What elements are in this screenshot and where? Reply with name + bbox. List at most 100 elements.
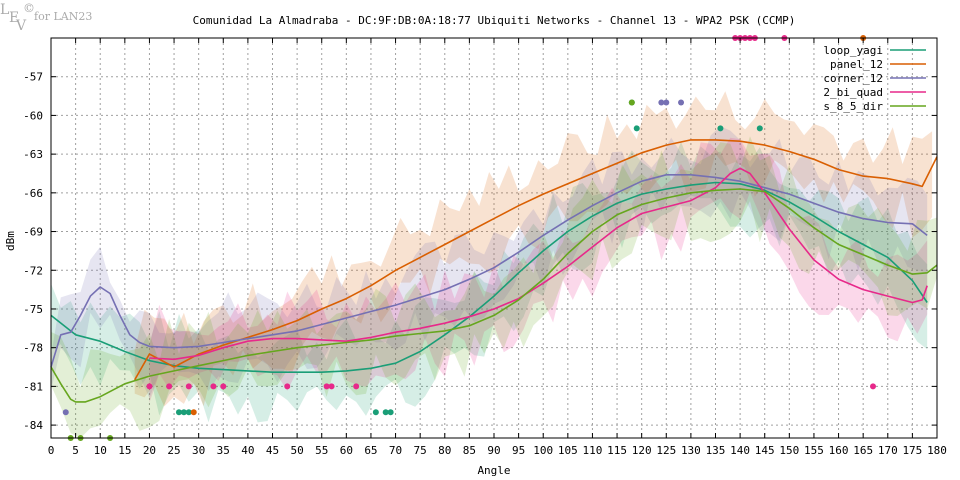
outlier-2_bi_quad (353, 383, 360, 390)
legend-label-panel_12: panel_12 (830, 58, 883, 71)
outlier-loop_yagi (382, 409, 389, 416)
y-tick-label: -69 (23, 226, 43, 239)
x-tick-label: 45 (266, 444, 279, 457)
x-tick-label: 160 (829, 444, 849, 457)
line-corner_12 (50, 174, 928, 368)
y-tick-label: -78 (23, 342, 43, 355)
grid (51, 38, 937, 438)
x-tick-label: 145 (755, 444, 775, 457)
x-tick-label: 65 (364, 444, 377, 457)
line-2_bi_quad (149, 167, 928, 361)
x-tick-label: 95 (512, 444, 525, 457)
x-tick-label: 120 (632, 444, 652, 457)
outlier-points (62, 35, 877, 441)
x-tick-label: 85 (463, 444, 476, 457)
x-tick-label: 170 (878, 444, 898, 457)
axes: 0 5 10 15 20 25 30 35 40 45 50 55 60 65 70 75 80 85 90 95 10… (23, 37, 947, 457)
y-tick-label: -57 (23, 71, 43, 84)
x-tick-label: 75 (414, 444, 427, 457)
outlier-loop_yagi (387, 409, 394, 416)
logo-text: for LAN23 (34, 10, 92, 23)
outlier-2_bi_quad (328, 383, 335, 390)
x-axis-label: Angle (477, 464, 510, 477)
x-tick-label: 30 (192, 444, 205, 457)
x-tick-label: 40 (241, 444, 254, 457)
x-tick-label: 70 (389, 444, 402, 457)
outlier-loop_yagi (372, 409, 379, 416)
x-tick-label: 80 (438, 444, 451, 457)
x-tick-label: 5 (72, 444, 79, 457)
y-axis-label: dBm (4, 231, 17, 251)
legend-label-loop_yagi: loop_yagi (823, 44, 883, 57)
x-tick-label: 175 (902, 444, 922, 457)
line-loop_yagi (50, 181, 928, 374)
logo-symbol: © (23, 1, 35, 15)
x-tick-label: 20 (143, 444, 156, 457)
outlier-loop_yagi (175, 409, 182, 416)
y-tick-label: -81 (23, 380, 43, 393)
y-tick-label: -75 (23, 303, 43, 316)
outlier-loop_yagi (633, 125, 640, 132)
logo-v: V (15, 18, 27, 34)
logo: L E V © for LAN23 (0, 1, 92, 34)
outlier-2_bi_quad (220, 383, 227, 390)
x-tick-label: 10 (94, 444, 107, 457)
y-tick-label: -72 (23, 264, 43, 277)
outlier-2_bi_quad (146, 383, 153, 390)
x-tick-label: 130 (681, 444, 701, 457)
x-tick-label: 180 (927, 444, 947, 457)
x-tick-label: 90 (487, 444, 500, 457)
x-tick-label: 25 (167, 444, 180, 457)
outlier-2_bi_quad (166, 383, 173, 390)
outlier-loop_yagi (185, 409, 192, 416)
x-tick-label: 155 (804, 444, 824, 457)
x-tick-label: 35 (217, 444, 230, 457)
x-tick-label: 165 (853, 444, 873, 457)
legend-label-s_8_5_dir: s_8_5_dir (823, 100, 883, 113)
outlier-2_bi_quad (870, 383, 877, 390)
x-tick-label: 15 (118, 444, 131, 457)
band-s_8_5_dir (51, 136, 937, 439)
outlier-2_bi_quad (284, 383, 291, 390)
series-lines (50, 139, 938, 403)
x-tick-label: 150 (779, 444, 799, 457)
y-tick-label: -63 (23, 148, 43, 161)
x-tick-label: 55 (315, 444, 328, 457)
x-tick-label: 115 (607, 444, 627, 457)
outlier-corner_12 (658, 99, 665, 106)
outlier-loop_yagi (180, 409, 187, 416)
x-tick-label: 50 (290, 444, 303, 457)
band-panel_12 (134, 91, 933, 407)
x-tick-label: 140 (730, 444, 750, 457)
y-tick-label: -84 (23, 419, 43, 432)
y-tick-label: -66 (23, 187, 43, 200)
outlier-2_bi_quad (210, 383, 217, 390)
outlier-corner_12 (663, 99, 670, 106)
x-tick-label: 105 (558, 444, 578, 457)
outlier-panel_12 (190, 409, 197, 416)
outlier-corner_12 (678, 99, 685, 106)
logo-e: E (9, 10, 19, 26)
x-tick-label: 100 (533, 444, 553, 457)
plot-frame (50, 37, 938, 439)
legend-label-2_bi_quad: 2_bi_quad (823, 86, 883, 99)
x-tick-label: 60 (340, 444, 353, 457)
line-s_8_5_dir (50, 188, 938, 403)
outlier-loop_yagi (756, 125, 763, 132)
outlier-2_bi_quad (323, 383, 330, 390)
outlier-loop_yagi (717, 125, 724, 132)
chart-title: Comunidad La Almadraba - DC:9F:DB:0A:18:… (193, 14, 796, 27)
x-tick-label: 110 (583, 444, 603, 457)
band-2_bi_quad (149, 137, 928, 403)
legend-label-corner_12: corner_12 (823, 72, 883, 85)
outlier-2_bi_quad (185, 383, 192, 390)
logo-l: L (0, 2, 9, 18)
outlier-corner_12 (62, 409, 69, 416)
y-tick-label: -60 (23, 109, 43, 122)
outlier-s_8_5_dir (628, 99, 635, 106)
x-tick-label: 0 (48, 444, 55, 457)
line-panel_12 (134, 139, 938, 381)
legend: loop_yagipanel_12corner_122_bi_quads_8_5… (823, 44, 926, 113)
x-tick-label: 135 (706, 444, 726, 457)
